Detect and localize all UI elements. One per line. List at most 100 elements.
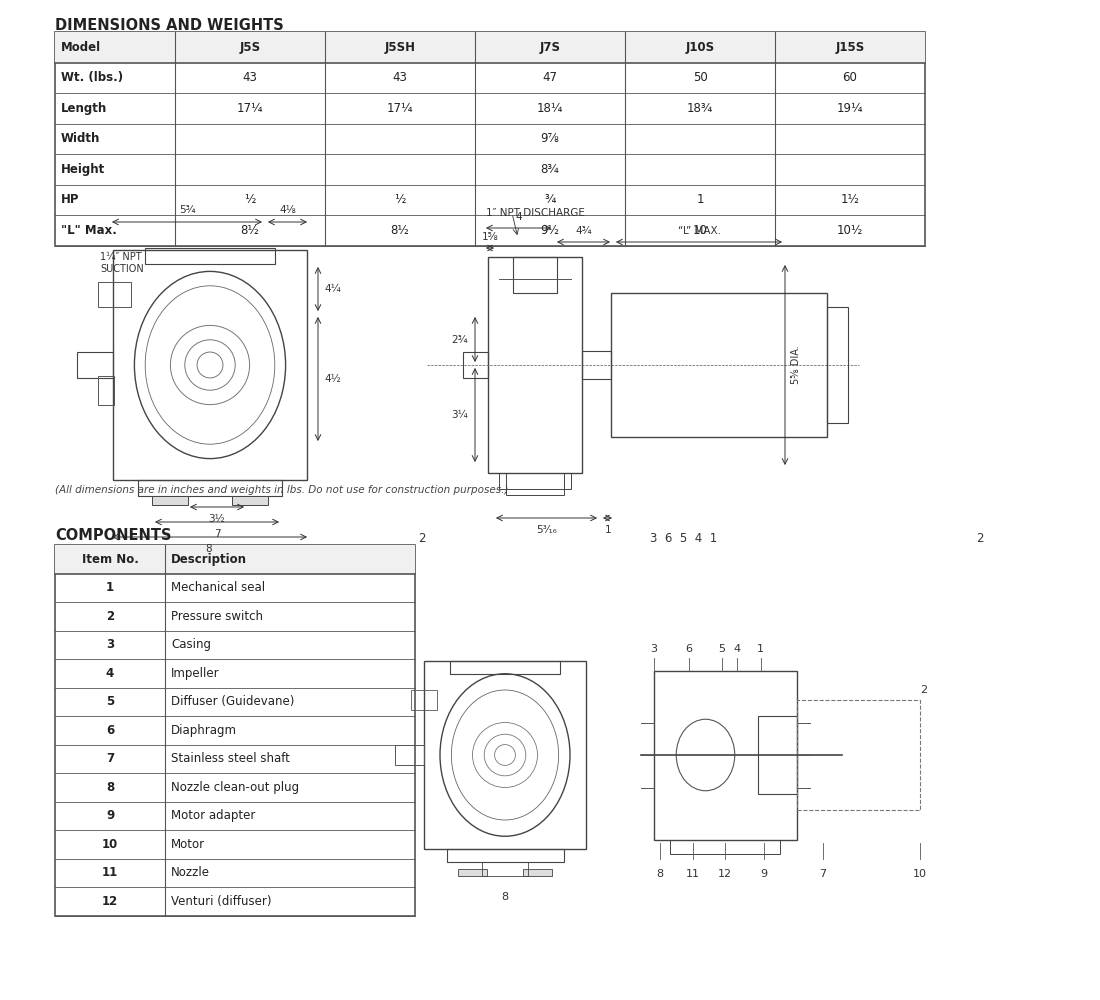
Bar (499, 473, 571, 489)
Text: 1½: 1½ (840, 193, 859, 206)
Text: 1¼″ NPT
SUCTION: 1¼″ NPT SUCTION (100, 252, 144, 274)
Bar (758, 716, 796, 794)
Text: Wt. (lbs.): Wt. (lbs.) (60, 71, 123, 84)
Text: 5: 5 (106, 695, 114, 708)
Text: 2: 2 (106, 610, 114, 623)
Text: Pressure switch: Pressure switch (170, 610, 263, 623)
Text: 3¼: 3¼ (451, 410, 468, 420)
Text: 8: 8 (206, 544, 212, 554)
Text: J5S: J5S (240, 41, 261, 54)
Text: Motor: Motor (170, 838, 205, 851)
Bar (113, 250, 307, 480)
Bar (55, 32, 925, 245)
Text: (All dimensions are in inches and weights in lbs. Do not use for construction pu: (All dimensions are in inches and weight… (55, 485, 508, 495)
Bar (459, 869, 487, 876)
Text: 7: 7 (818, 869, 826, 879)
Text: 7: 7 (106, 752, 114, 765)
Text: 8: 8 (106, 781, 114, 794)
Text: Nozzle: Nozzle (170, 866, 210, 879)
Text: 4: 4 (733, 644, 740, 654)
Text: J15S: J15S (835, 41, 865, 54)
Text: 5³⁄₁₆: 5³⁄₁₆ (537, 525, 558, 535)
Bar (138, 480, 282, 496)
Text: 10: 10 (102, 838, 118, 851)
Text: HP: HP (60, 193, 79, 206)
Text: 10½: 10½ (837, 224, 864, 237)
Text: 1: 1 (757, 644, 764, 654)
Text: Stainless steel shaft: Stainless steel shaft (170, 752, 290, 765)
Text: 4¼: 4¼ (324, 284, 341, 294)
Bar (55, 32, 925, 62)
Text: 47: 47 (542, 71, 558, 84)
Bar (524, 869, 552, 876)
Bar (670, 839, 780, 854)
Text: 11: 11 (102, 866, 118, 879)
Text: Model: Model (60, 41, 101, 54)
Bar (410, 690, 437, 710)
Bar (482, 862, 528, 876)
Text: COMPONENTS: COMPONENTS (55, 528, 172, 543)
Text: 17¼: 17¼ (236, 102, 263, 115)
Text: Impeller: Impeller (170, 667, 220, 680)
Text: Diaphragm: Diaphragm (170, 724, 236, 737)
Bar (506, 473, 564, 495)
Text: 12: 12 (102, 895, 118, 908)
Text: 18¼: 18¼ (537, 102, 563, 115)
Text: 8½: 8½ (390, 224, 409, 237)
Bar (653, 670, 796, 840)
Text: 18¾: 18¾ (686, 102, 713, 115)
Text: 9½: 9½ (540, 224, 560, 237)
Text: "L" Max.: "L" Max. (60, 224, 117, 237)
Text: 2: 2 (920, 685, 927, 695)
Text: 50: 50 (693, 71, 707, 84)
Text: Mechanical seal: Mechanical seal (170, 581, 265, 594)
Text: 1⅝: 1⅝ (482, 232, 498, 242)
Text: 8½: 8½ (241, 224, 260, 237)
Text: 4¾: 4¾ (575, 226, 592, 236)
Text: ½: ½ (394, 193, 406, 206)
Bar (796, 700, 920, 810)
Text: 1″ NPT DISCHARGE: 1″ NPT DISCHARGE (486, 208, 585, 218)
Text: 5⅝ DIA.: 5⅝ DIA. (791, 346, 801, 384)
Bar (610, 293, 826, 437)
Text: Diffuser (Guidevane): Diffuser (Guidevane) (170, 695, 295, 708)
Text: 9⅞: 9⅞ (540, 132, 560, 145)
Text: J5SH: J5SH (385, 41, 416, 54)
Text: 10: 10 (913, 869, 927, 879)
Bar (447, 849, 563, 862)
Text: 6: 6 (685, 644, 693, 654)
Text: 6: 6 (106, 724, 114, 737)
Text: Width: Width (60, 132, 100, 145)
Bar (450, 661, 560, 674)
Text: 19¼: 19¼ (837, 102, 864, 115)
Text: 43: 43 (243, 71, 257, 84)
Bar (424, 661, 586, 849)
Text: 3: 3 (650, 644, 657, 654)
Text: 7: 7 (213, 529, 220, 539)
Text: Venturi (diffuser): Venturi (diffuser) (170, 895, 272, 908)
Bar (77, 352, 113, 378)
Bar (232, 496, 267, 505)
Text: ½: ½ (244, 193, 255, 206)
Bar (463, 352, 488, 378)
Text: 4½: 4½ (324, 374, 341, 384)
Text: ¾: ¾ (544, 193, 556, 206)
Text: 8: 8 (657, 869, 663, 879)
Text: J7S: J7S (539, 41, 561, 54)
Bar (98, 282, 131, 307)
Text: 3½: 3½ (209, 514, 226, 524)
Text: 8: 8 (502, 892, 508, 902)
Bar (514, 257, 557, 293)
Text: 1: 1 (696, 193, 704, 206)
Text: 12: 12 (718, 869, 733, 879)
Bar (488, 257, 582, 473)
Text: Casing: Casing (170, 638, 211, 651)
Bar (153, 496, 188, 505)
Text: 60: 60 (843, 71, 857, 84)
Text: 9: 9 (106, 809, 114, 822)
Bar (55, 545, 415, 916)
Bar (55, 545, 415, 574)
Text: J10S: J10S (685, 41, 715, 54)
Text: DIMENSIONS AND WEIGHTS: DIMENSIONS AND WEIGHTS (55, 18, 284, 33)
Text: 2: 2 (977, 532, 983, 544)
